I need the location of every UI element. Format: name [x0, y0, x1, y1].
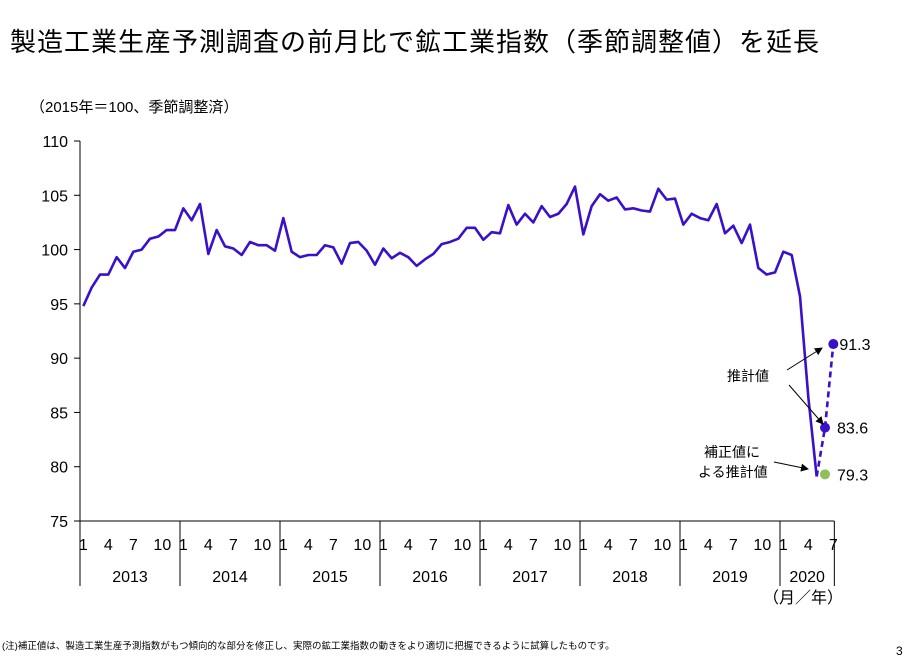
- month-tick-label: 10: [553, 537, 571, 554]
- unit-label: （2015年＝100、季節調整済）: [30, 98, 238, 116]
- year-label: 2014: [212, 569, 248, 586]
- month-tick-label: 10: [453, 537, 471, 554]
- month-tick-label: 4: [304, 537, 313, 554]
- y-tick-label: 85: [50, 405, 68, 422]
- estimate-value-label: 83.6: [837, 421, 868, 438]
- y-tick-label: 80: [50, 460, 68, 477]
- y-axis: 75 80 85 90 95 100 105 110: [41, 134, 81, 531]
- y-tick-label: 100: [41, 243, 68, 260]
- month-tick-label: 4: [804, 537, 813, 554]
- series-lines: 83.6 91.3 79.3: [82, 185, 871, 484]
- month-tick-label: 7: [529, 537, 538, 554]
- month-tick-label: 1: [779, 537, 788, 554]
- y-tick-label: 90: [50, 351, 68, 368]
- estimate-annotation: 推計値: [727, 368, 769, 384]
- month-tick-label: 10: [353, 537, 371, 554]
- month-tick-label: 10: [153, 537, 171, 554]
- corrected-value-label: 79.3: [837, 467, 868, 484]
- page-number: 3: [896, 644, 903, 658]
- month-tick-label: 4: [104, 537, 113, 554]
- month-tick-label: 7: [229, 537, 238, 554]
- y-tick-label: 110: [42, 134, 68, 151]
- month-tick-label: 1: [679, 537, 688, 554]
- month-tick-label: 7: [729, 537, 738, 554]
- corrected-annotation-line1: 補正値に: [704, 444, 760, 460]
- year-label: 2016: [412, 569, 448, 586]
- arrow-to-corrected: [773, 461, 809, 472]
- year-label: 2015: [312, 569, 348, 586]
- y-tick-label: 105: [41, 188, 68, 205]
- month-tick-label: 1: [379, 537, 388, 554]
- month-tick-label: 7: [829, 537, 838, 554]
- month-tick-label: 4: [504, 537, 513, 554]
- month-tick-label: 4: [404, 537, 413, 554]
- arrow-to-july: [786, 347, 823, 371]
- month-tick-label: 10: [653, 537, 671, 554]
- month-tick-label: 7: [629, 537, 638, 554]
- month-tick-label: 4: [204, 537, 213, 554]
- corrected-estimate-point: [820, 469, 830, 480]
- month-tick-label: 10: [253, 537, 271, 554]
- month-tick-label: 1: [179, 537, 188, 554]
- estimate-value-label: 91.3: [839, 337, 870, 354]
- month-tick-label: 1: [479, 537, 488, 554]
- month-tick-label: 7: [129, 537, 138, 554]
- month-tick-label: 1: [279, 537, 288, 554]
- estimate-point: [820, 422, 830, 433]
- estimate-point: [828, 339, 839, 350]
- month-tick-label: 1: [79, 537, 88, 554]
- month-tick-label: 1: [579, 537, 588, 554]
- month-tick-label: 7: [429, 537, 438, 554]
- month-tick-label: 10: [753, 537, 771, 554]
- month-tick-label: 7: [329, 537, 338, 554]
- year-label: 2019: [712, 569, 748, 586]
- estimate-dashed-line: [815, 343, 835, 477]
- y-tick-label: 95: [50, 297, 68, 314]
- month-tick-label: 4: [704, 537, 713, 554]
- arrow-to-june: [788, 384, 824, 425]
- x-axis-label: （月／年）: [763, 589, 843, 607]
- page-title: 製造工業生産予測調査の前月比で鉱工業指数（季節調整値）を延長: [10, 27, 821, 57]
- footnote: (注)補正値は、製造工業生産予測指数がもつ傾向的な部分を修正し、実際の鉱工業指数…: [2, 641, 615, 652]
- y-tick-label: 75: [50, 514, 68, 531]
- corrected-annotation-line2: よる推計値: [698, 464, 768, 480]
- year-label: 2020: [789, 569, 825, 586]
- year-label: 2017: [512, 569, 548, 586]
- month-tick-label: 4: [604, 537, 613, 554]
- actual-index-line: [82, 185, 818, 477]
- year-label: 2018: [612, 569, 648, 586]
- year-label: 2013: [112, 569, 148, 586]
